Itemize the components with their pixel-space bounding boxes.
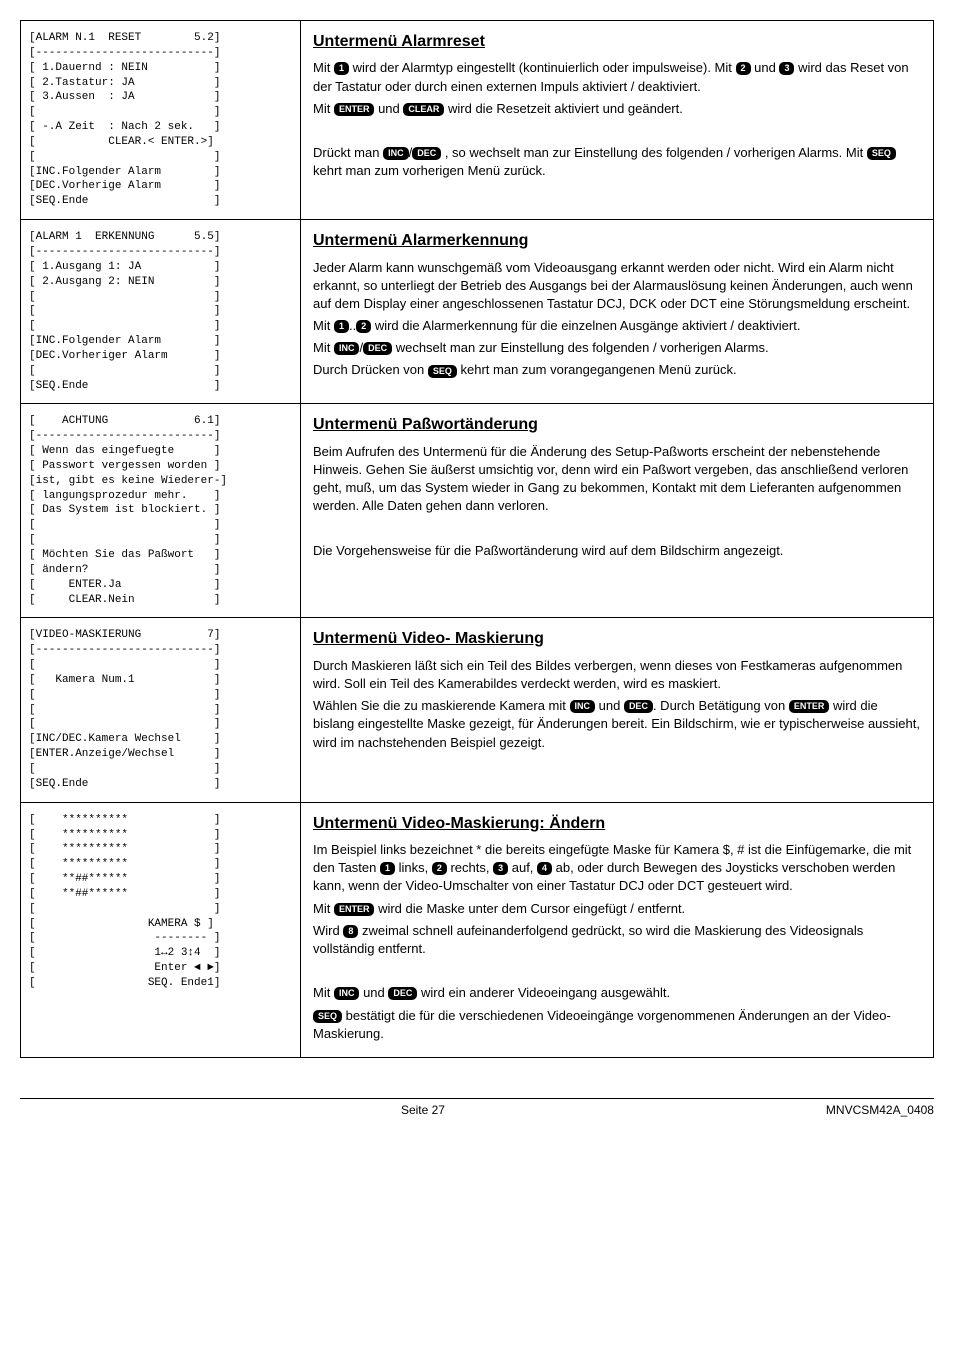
key-3: 3 [493,862,508,875]
key-enter: ENTER [334,903,375,916]
description-text: Mit ENTER und CLEAR wird die Resetzeit a… [313,100,921,118]
terminal-block: [VIDEO-MASKIERUNG 7] [------------------… [21,618,301,801]
description-text: Mit 1 wird der Alarmtyp eingestellt (kon… [313,59,921,95]
key-2: 2 [356,320,371,333]
description-block: Untermenü Alarmerkennung Jeder Alarm kann… [301,220,933,403]
description-block: Untermenü Paßwortänderung Beim Aufrufen d… [301,404,933,617]
key-dec: DEC [363,342,392,355]
description-text: Mit 1..2 wird die Alarmerkennung für die… [313,317,921,335]
key-enter: ENTER [789,700,830,713]
description-block: Untermenü Video- Maskierung Durch Maskier… [301,618,933,801]
section-title: Untermenü Video- Maskierung [313,628,921,650]
section-title: Untermenü Alarmreset [313,31,921,53]
key-inc: INC [334,342,360,355]
key-3: 3 [779,62,794,75]
section-row: [ ********** ] [ ********** ] [ ********… [21,803,933,1057]
description-text [313,962,921,980]
key-1: 1 [380,862,395,875]
key-2: 2 [432,862,447,875]
key-dec: DEC [388,987,417,1000]
section-title: Untermenü Video-Maskierung: Ändern [313,813,921,835]
description-text: Mit ENTER wird die Maske unter dem Curso… [313,900,921,918]
section-row: [ALARM N.1 RESET 5.2] [-----------------… [21,21,933,220]
section-row: [ ACHTUNG 6.1] [------------------------… [21,404,933,618]
page-footer: Seite 27 MNVCSM42A_0408 [20,1098,934,1117]
key-1: 1 [334,320,349,333]
key-1: 1 [334,62,349,75]
terminal-block: [ ********** ] [ ********** ] [ ********… [21,803,301,1057]
terminal-block: [ALARM N.1 RESET 5.2] [-----------------… [21,21,301,219]
terminal-block: [ ACHTUNG 6.1] [------------------------… [21,404,301,617]
description-text: Wählen Sie die zu maskierende Kamera mit… [313,697,921,752]
key-seq: SEQ [428,365,457,378]
description-text: Jeder Alarm kann wunschgemäß vom Videoau… [313,259,921,314]
description-text: Durch Drücken von SEQ kehrt man zum vora… [313,361,921,379]
key-2: 2 [736,62,751,75]
description-text: SEQ bestätigt die für die verschiedenen … [313,1007,921,1043]
key-seq: SEQ [313,1010,342,1023]
description-block: Untermenü Video-Maskierung: Ändern Im Bei… [301,803,933,1057]
key-inc: INC [334,987,360,1000]
description-text: Beim Aufrufen des Untermenü für die Ände… [313,443,921,516]
description-text [313,520,921,538]
description-text: Mit INC/DEC wechselt man zur Einstellung… [313,339,921,357]
description-text [313,122,921,140]
description-text: Wird 8 zweimal schnell aufeinanderfolgen… [313,922,921,958]
footer-center: Seite 27 [401,1103,445,1117]
description-text: Die Vorgehensweise für die Paßwortänderu… [313,542,921,560]
key-enter: ENTER [334,103,375,116]
key-dec: DEC [412,147,441,160]
section-title: Untermenü Paßwortänderung [313,414,921,436]
key-inc: INC [383,147,409,160]
key-4: 4 [537,862,552,875]
description-block: Untermenü Alarmreset Mit 1 wird der Alarm… [301,21,933,219]
description-text: Drückt man INC/DEC , so wechselt man zur… [313,144,921,180]
section-title: Untermenü Alarmerkennung [313,230,921,252]
key-seq: SEQ [867,147,896,160]
key-inc: INC [570,700,596,713]
footer-right: MNVCSM42A_0408 [826,1103,934,1117]
key-dec: DEC [624,700,653,713]
key-8: 8 [343,925,358,938]
page-table: [ALARM N.1 RESET 5.2] [-----------------… [20,20,934,1058]
terminal-block: [ALARM 1 ERKENNUNG 5.5] [---------------… [21,220,301,403]
description-text: Mit INC und DEC wird ein anderer Videoei… [313,984,921,1002]
description-text: Im Beispiel links bezeichnet * die berei… [313,841,921,896]
key-clear: CLEAR [403,103,444,116]
section-row: [ALARM 1 ERKENNUNG 5.5] [---------------… [21,220,933,404]
description-text: Durch Maskieren läßt sich ein Teil des B… [313,657,921,693]
section-row: [VIDEO-MASKIERUNG 7] [------------------… [21,618,933,802]
